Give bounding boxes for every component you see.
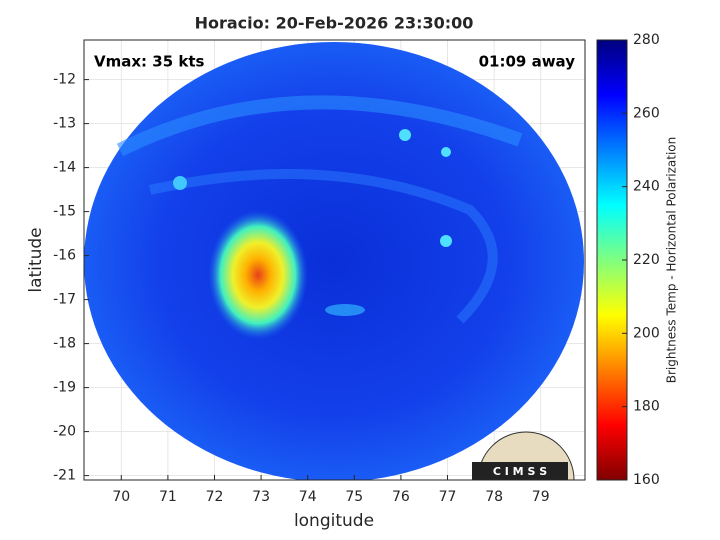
colorbar-tick-label: 200 bbox=[633, 325, 660, 341]
colorbar-tick-label: 260 bbox=[633, 105, 660, 121]
colorbar-tick-label: 280 bbox=[633, 32, 660, 48]
x-tick-label: 75 bbox=[345, 489, 363, 505]
logo-text: C I M S S bbox=[493, 465, 547, 478]
y-tick-label: -12 bbox=[53, 72, 76, 88]
x-tick-label: 71 bbox=[159, 489, 177, 505]
axes-frame bbox=[83, 39, 586, 481]
x-tick-label: 72 bbox=[206, 489, 224, 505]
x-tick-label: 73 bbox=[252, 489, 270, 505]
y-tick-label: -16 bbox=[53, 248, 76, 264]
x-tick-label: 74 bbox=[299, 489, 317, 505]
annotation: Vmax: 35 kts bbox=[94, 53, 204, 71]
colorbar-tick-label: 240 bbox=[633, 179, 660, 195]
x-axis-label: longitude bbox=[294, 511, 374, 531]
x-tick-label: 79 bbox=[532, 489, 550, 505]
satellite-image bbox=[84, 42, 584, 480]
x-tick-label: 78 bbox=[485, 489, 503, 505]
y-tick-label: -18 bbox=[53, 336, 76, 352]
y-tick-label: -15 bbox=[53, 204, 76, 220]
logo: C I M S S bbox=[472, 431, 575, 481]
y-tick-label: -13 bbox=[53, 116, 76, 132]
x-tick-label: 77 bbox=[439, 489, 457, 505]
y-tick-label: -17 bbox=[53, 292, 76, 308]
chart-title: Horacio: 20-Feb-2026 23:30:00 bbox=[195, 14, 474, 33]
y-tick-label: -21 bbox=[53, 468, 76, 484]
y-tick-label: -20 bbox=[53, 424, 76, 440]
annotation: 01:09 away bbox=[479, 53, 576, 71]
x-tick-label: 70 bbox=[112, 489, 130, 505]
colorbar-label: Brightness Temp - Horizontal Polarizatio… bbox=[665, 137, 679, 384]
y-tick-label: -19 bbox=[53, 380, 76, 396]
y-axis-label: latitude bbox=[26, 227, 46, 292]
colorbar-tick-label: 160 bbox=[633, 472, 660, 488]
x-tick-label: 76 bbox=[392, 489, 410, 505]
y-tick-label: -14 bbox=[53, 160, 76, 176]
colorbar-tick-label: 220 bbox=[633, 252, 660, 268]
colorbar-tick-label: 180 bbox=[633, 399, 660, 415]
